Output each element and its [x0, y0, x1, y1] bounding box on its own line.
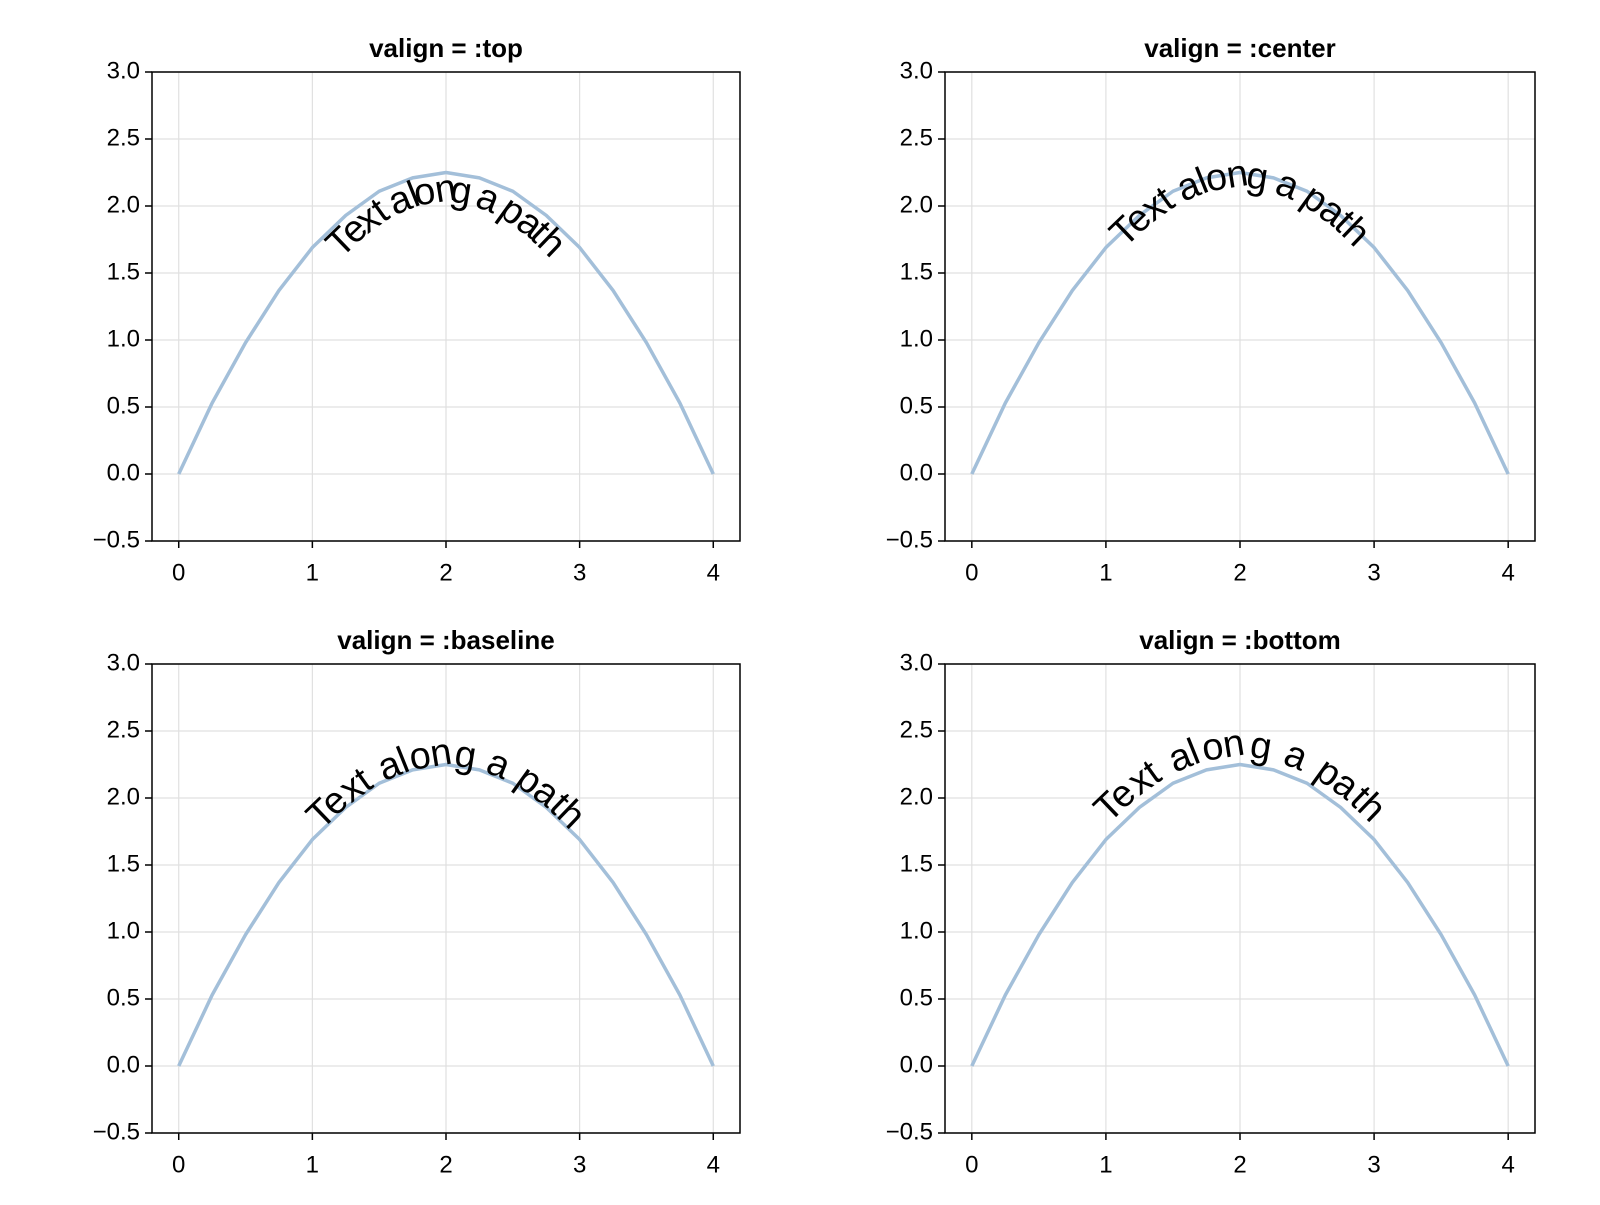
x-tick-label: 0	[965, 1151, 978, 1178]
y-tick-label: 3.0	[107, 57, 140, 84]
y-tick-label: 0.5	[107, 984, 140, 1011]
x-tick-label: 2	[439, 559, 452, 586]
line	[177, 762, 715, 1067]
y-tick-label: −0.5	[886, 1118, 933, 1145]
y-tick-label: 3.0	[900, 649, 933, 676]
y-tick-label: 2.0	[900, 191, 933, 218]
x-tick-label: 1	[1099, 559, 1112, 586]
y-tick-label: 0.0	[900, 459, 933, 486]
chart-title: valign = :bottom	[1139, 625, 1341, 655]
x-tick-label: 3	[573, 559, 586, 586]
x-tick-label: 0	[172, 1151, 185, 1178]
x-tick-label: 1	[306, 559, 319, 586]
y-tick-label: 1.0	[900, 325, 933, 352]
y-tick-label: 1.0	[107, 325, 140, 352]
x-tick-label: 0	[965, 559, 978, 586]
chart-title: valign = :center	[1144, 33, 1335, 63]
chart-title: valign = :baseline	[337, 625, 554, 655]
line	[970, 170, 1510, 475]
y-tick-label: 0.5	[900, 392, 933, 419]
x-tick-label: 2	[1233, 559, 1246, 586]
y-tick-label: 2.5	[900, 716, 933, 743]
panel: 0 1 2 3 4 −0.5 0.0 0.5 1.0 1.5 2.0 2.5 3.0 valign = :…	[886, 625, 1536, 1178]
y-tick-label: 0.5	[107, 392, 140, 419]
chart-title: valign = :top	[369, 33, 523, 63]
axes-frame	[944, 663, 1536, 1134]
axes-frame	[151, 71, 741, 542]
y-tick-label: 0.0	[107, 459, 140, 486]
y-tick-label: 1.5	[107, 850, 140, 877]
axes-frame	[151, 663, 741, 1134]
panel: 0 1 2 3 4 −0.5 0.0 0.5 1.0 1.5 2.0 2.5 3.0 valign = :…	[93, 33, 741, 586]
y-tick-label: 1.5	[900, 258, 933, 285]
y-tick-label: 1.5	[107, 258, 140, 285]
x-tick-label: 2	[439, 1151, 452, 1178]
y-tick-label: 2.5	[107, 124, 140, 151]
y-tick-label: 1.0	[900, 917, 933, 944]
x-tick-label: 4	[1502, 559, 1515, 586]
y-tick-label: 0.0	[107, 1051, 140, 1078]
y-tick-label: 0.5	[900, 984, 933, 1011]
panel: 0 1 2 3 4 −0.5 0.0 0.5 1.0 1.5 2.0 2.5 3.0 valign = :…	[886, 33, 1536, 586]
y-tick-label: −0.5	[886, 526, 933, 553]
x-tick-label: 0	[172, 559, 185, 586]
y-tick-label: 0.0	[900, 1051, 933, 1078]
x-tick-label: 3	[1367, 559, 1380, 586]
y-tick-label: 2.0	[900, 783, 933, 810]
x-tick-label: 3	[573, 1151, 586, 1178]
panel: 0 1 2 3 4 −0.5 0.0 0.5 1.0 1.5 2.0 2.5 3.0 valign = :…	[93, 625, 741, 1178]
x-tick-label: 4	[1502, 1151, 1515, 1178]
x-tick-label: 2	[1233, 1151, 1246, 1178]
y-tick-label: −0.5	[93, 1118, 140, 1145]
x-tick-label: 4	[707, 559, 720, 586]
axes-frame	[944, 71, 1536, 542]
y-tick-label: 3.0	[900, 57, 933, 84]
y-tick-label: 2.5	[107, 716, 140, 743]
x-tick-label: 4	[707, 1151, 720, 1178]
y-tick-label: 3.0	[107, 649, 140, 676]
y-tick-label: −0.5	[93, 526, 140, 553]
x-tick-label: 3	[1367, 1151, 1380, 1178]
y-tick-label: 1.0	[107, 917, 140, 944]
y-tick-label: 2.5	[900, 124, 933, 151]
y-tick-label: 2.0	[107, 191, 140, 218]
x-tick-label: 1	[1099, 1151, 1112, 1178]
y-tick-label: 1.5	[900, 850, 933, 877]
line	[177, 170, 715, 475]
x-tick-label: 1	[306, 1151, 319, 1178]
y-tick-label: 2.0	[107, 783, 140, 810]
line	[970, 762, 1510, 1067]
